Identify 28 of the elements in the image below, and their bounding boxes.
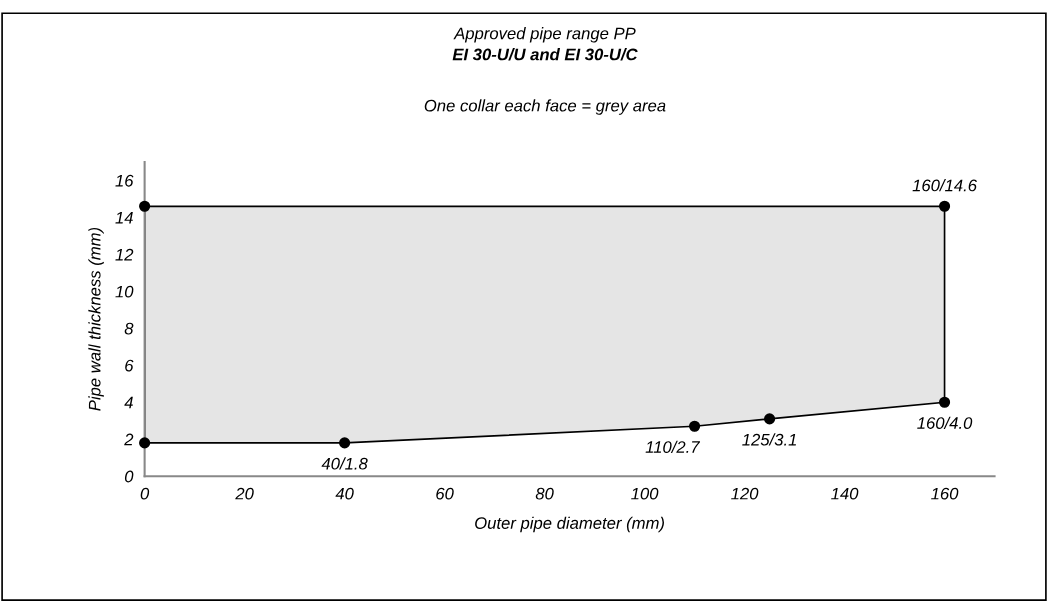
y-tick-label: 4 [124,396,133,409]
y-tick-label: 10 [115,285,134,298]
y-tick-label: 8 [124,322,134,335]
x-tick-label: 40 [335,487,354,500]
x-tick-label: 60 [436,487,454,500]
x-tick-label: 100 [631,487,659,500]
y-tick-label: 16 [115,174,134,187]
annotation: 40/1.8 [321,457,368,470]
x-tick-label: 120 [731,487,759,500]
y-tick-label: 12 [115,248,134,261]
y-tick-label: 14 [115,211,133,224]
x-tick-label: 140 [831,487,859,500]
x-tick-label: 80 [535,487,554,500]
annotation: 110/2.7 [645,440,701,453]
annotation: 160/4.0 [917,416,973,429]
x-tick-label: 0 [140,487,150,500]
chart-subtitle: EI 30-U/U and EI 30-U/C [452,48,638,61]
annotation: 160/14.6 [912,179,977,192]
x-tick-label: 160 [931,487,959,500]
annotation: 125/3.1 [742,433,796,446]
y-axis-title: Pipe wall thickness (mm) [88,227,104,411]
y-tick-label: 6 [125,359,134,372]
y-tick-label: 0 [124,470,134,483]
x-tick-label: 20 [235,487,254,500]
x-axis-title: Outer pipe diameter (mm) [475,516,664,533]
chart-title: Approved pipe range PP [453,27,636,43]
text: One collar each face = grey area [424,99,666,115]
y-tick-label: 2 [124,433,134,446]
